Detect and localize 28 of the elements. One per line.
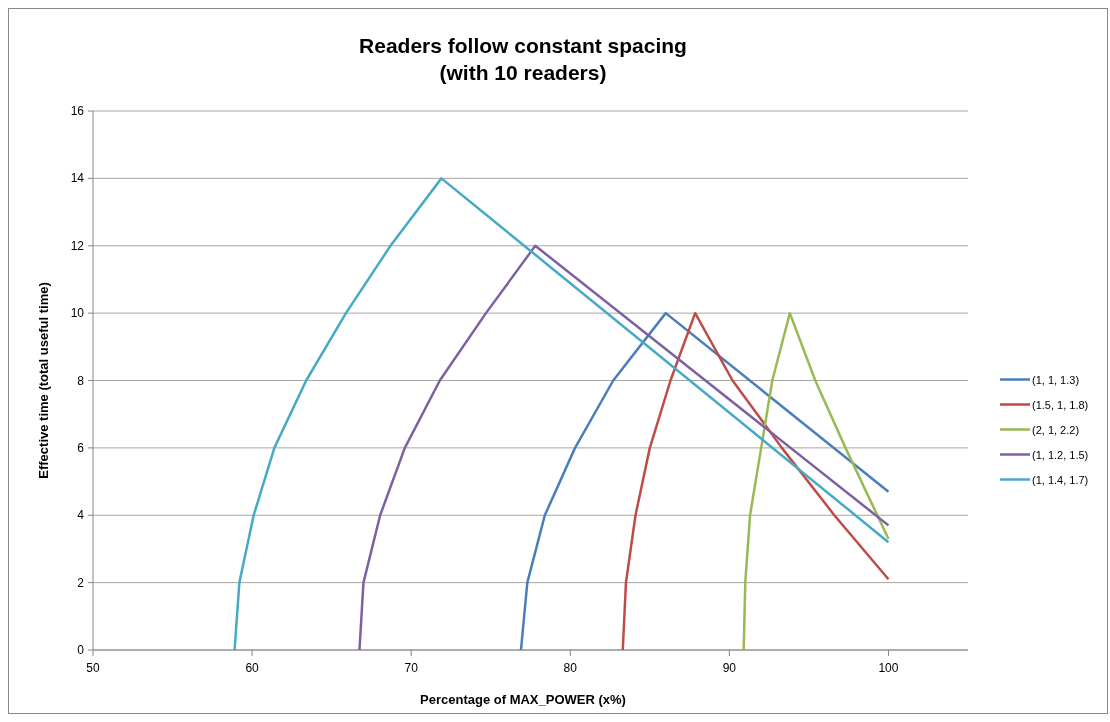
y-tick-label: 14 <box>70 171 85 186</box>
legend-label: (1.5, 1, 1.8) <box>1032 398 1089 411</box>
x-tick-label: 100 <box>878 661 899 675</box>
line-series <box>358 244 890 652</box>
chart-title: Readers follow constant spacing (with 10 readers) <box>359 34 687 84</box>
line-series <box>621 311 890 652</box>
y-tick-label: 6 <box>77 440 85 455</box>
y-tick-label: 0 <box>77 643 85 657</box>
y-tick-label: 4 <box>77 508 85 523</box>
y-tick-label: 8 <box>77 373 85 388</box>
line-series <box>519 311 890 652</box>
y-tick-label: 2 <box>77 575 85 590</box>
x-axis-title: Percentage of MAX_POWER (x%) <box>420 692 626 707</box>
legend-label: (1, 1.4, 1.7) <box>1032 473 1089 486</box>
legend-label: (1, 1.2, 1.5) <box>1032 448 1089 461</box>
line-series <box>742 311 890 652</box>
x-tick-label: 70 <box>404 661 419 675</box>
legend-label: (1, 1, 1.3) <box>1032 373 1080 386</box>
x-tick-label: 60 <box>245 661 260 675</box>
y-tick-label: 16 <box>70 104 85 118</box>
y-tick-label: 12 <box>70 238 85 253</box>
legend-label: (2, 1, 2.2) <box>1032 423 1080 436</box>
x-tick-label: 50 <box>86 661 100 675</box>
line-series <box>233 177 890 652</box>
y-tick-label: 10 <box>70 306 85 321</box>
x-tick-label: 80 <box>563 661 578 675</box>
y-axis-title: Effective time (total useful time) <box>36 282 51 479</box>
x-tick-label: 90 <box>722 661 737 675</box>
